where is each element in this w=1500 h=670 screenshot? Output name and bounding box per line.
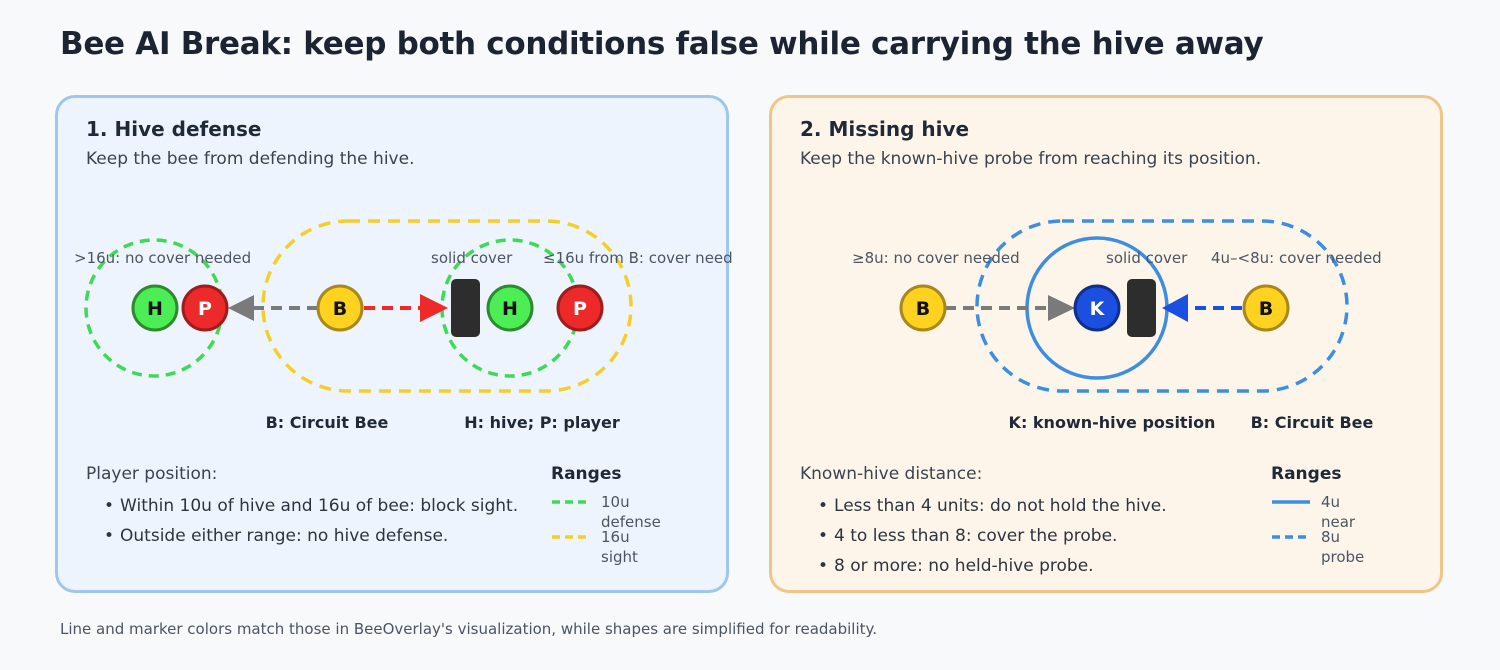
legend-label: 16u sight xyxy=(601,528,638,566)
bullet-item: Within 10u of hive and 16u of bee: block… xyxy=(104,494,518,524)
arrowhead-gray-left xyxy=(228,295,254,321)
blue-dashed-line-icon xyxy=(1272,535,1310,539)
legend-row: 4u near xyxy=(1271,492,1355,531)
bee-caption: B: Circuit Bee xyxy=(266,413,389,432)
probe-range-capsule xyxy=(975,219,1349,393)
panel-subtitle: Keep the bee from defending the hive. xyxy=(86,149,415,169)
player-marker-far: P xyxy=(181,284,229,332)
arrowhead-gray-right xyxy=(1048,295,1075,321)
bee-marker-far: B xyxy=(899,284,947,332)
legend-label: 8u probe xyxy=(1321,528,1365,566)
no-cover-label: >16u: no cover needed xyxy=(74,249,251,267)
panel-heading: 2. Missing hive xyxy=(800,117,970,141)
legend-row: 8u probe xyxy=(1271,527,1364,566)
ranges-legend: Ranges 4u near 8u probe xyxy=(1271,464,1364,566)
bullet-item: 8 or more: no held-hive probe. xyxy=(818,554,1167,584)
no-cover-label: ≥8u: no cover needed xyxy=(852,249,1020,267)
solid-cover-label: solid cover xyxy=(1106,249,1188,267)
player-marker-letter: P xyxy=(198,298,212,320)
solid-cover-label: solid cover xyxy=(431,249,513,267)
bee-marker-near: B xyxy=(1242,284,1290,332)
bullet-item: Less than 4 units: do not hold the hive. xyxy=(818,494,1167,524)
legend-label: 4u near xyxy=(1321,493,1356,531)
green-dashed-line-icon xyxy=(552,500,590,504)
hive-defense-panel: 1. Hive defense Keep the bee from defend… xyxy=(55,95,732,593)
panel-subtitle: Keep the known-hive probe from reaching … xyxy=(800,149,1262,169)
hive-marker-far: H xyxy=(131,284,179,332)
bee-marker-letter: B xyxy=(333,298,347,320)
missing-hive-diagram: B K B ≥8u: no cover needed solid cover 4… xyxy=(852,219,1382,432)
cover-needed-label: 4u–<8u: cover needed xyxy=(1211,249,1382,267)
page-title: Bee AI Break: keep both conditions false… xyxy=(60,26,1264,62)
hive-marker-near: H xyxy=(486,284,534,332)
legend-row: 10u defense xyxy=(551,492,661,531)
ranges-legend: Ranges 10u defense 16u sight xyxy=(551,464,661,566)
solid-cover-block xyxy=(451,279,480,337)
blue-solid-line-icon xyxy=(1272,500,1310,504)
bee-marker-letter: B xyxy=(1259,298,1273,320)
ranges-title: Ranges xyxy=(1271,464,1342,484)
known-hive-caption: K: known-hive position xyxy=(1009,413,1216,432)
bee-marker-letter: B xyxy=(916,298,930,320)
yellow-dashed-line-icon xyxy=(552,535,590,539)
bee-marker: B xyxy=(316,284,364,332)
footnote: Line and marker colors match those in Be… xyxy=(60,620,878,638)
legend-label: 10u defense xyxy=(601,493,661,531)
solid-cover-block xyxy=(1127,279,1156,337)
ranges-title: Ranges xyxy=(551,464,622,484)
sight-range-capsule xyxy=(261,219,633,393)
player-marker-letter: P xyxy=(573,298,587,320)
bullet-list: Within 10u of hive and 16u of bee: block… xyxy=(104,494,518,554)
known-hive-marker-letter: K xyxy=(1090,298,1106,320)
panel-heading: 1. Hive defense xyxy=(86,117,262,141)
cover-needed-label: ≤16u from B: cover needed xyxy=(543,249,732,267)
hive-marker-letter: H xyxy=(502,298,518,320)
hive-defense-diagram: H P B H P >16u: no cover needed solid co… xyxy=(74,219,732,432)
hive-marker-letter: H xyxy=(147,298,163,320)
known-hive-marker: K xyxy=(1073,284,1121,332)
hive-player-caption: H: hive; P: player xyxy=(464,413,620,432)
legend-row: 16u sight xyxy=(551,527,638,566)
bullet-item: Outside either range: no hive defense. xyxy=(104,524,518,554)
arrowhead-red-right xyxy=(420,294,448,322)
bullet-item: 4 to less than 8: cover the probe. xyxy=(818,524,1167,554)
list-title: Known-hive distance: xyxy=(800,464,983,484)
arrowhead-blue-left xyxy=(1162,294,1188,322)
bullet-list: Less than 4 units: do not hold the hive.… xyxy=(818,494,1167,584)
player-marker-near: P xyxy=(556,284,604,332)
missing-hive-panel: 2. Missing hive Keep the known-hive prob… xyxy=(769,95,1443,593)
bee-caption: B: Circuit Bee xyxy=(1251,413,1374,432)
list-title: Player position: xyxy=(86,464,218,484)
